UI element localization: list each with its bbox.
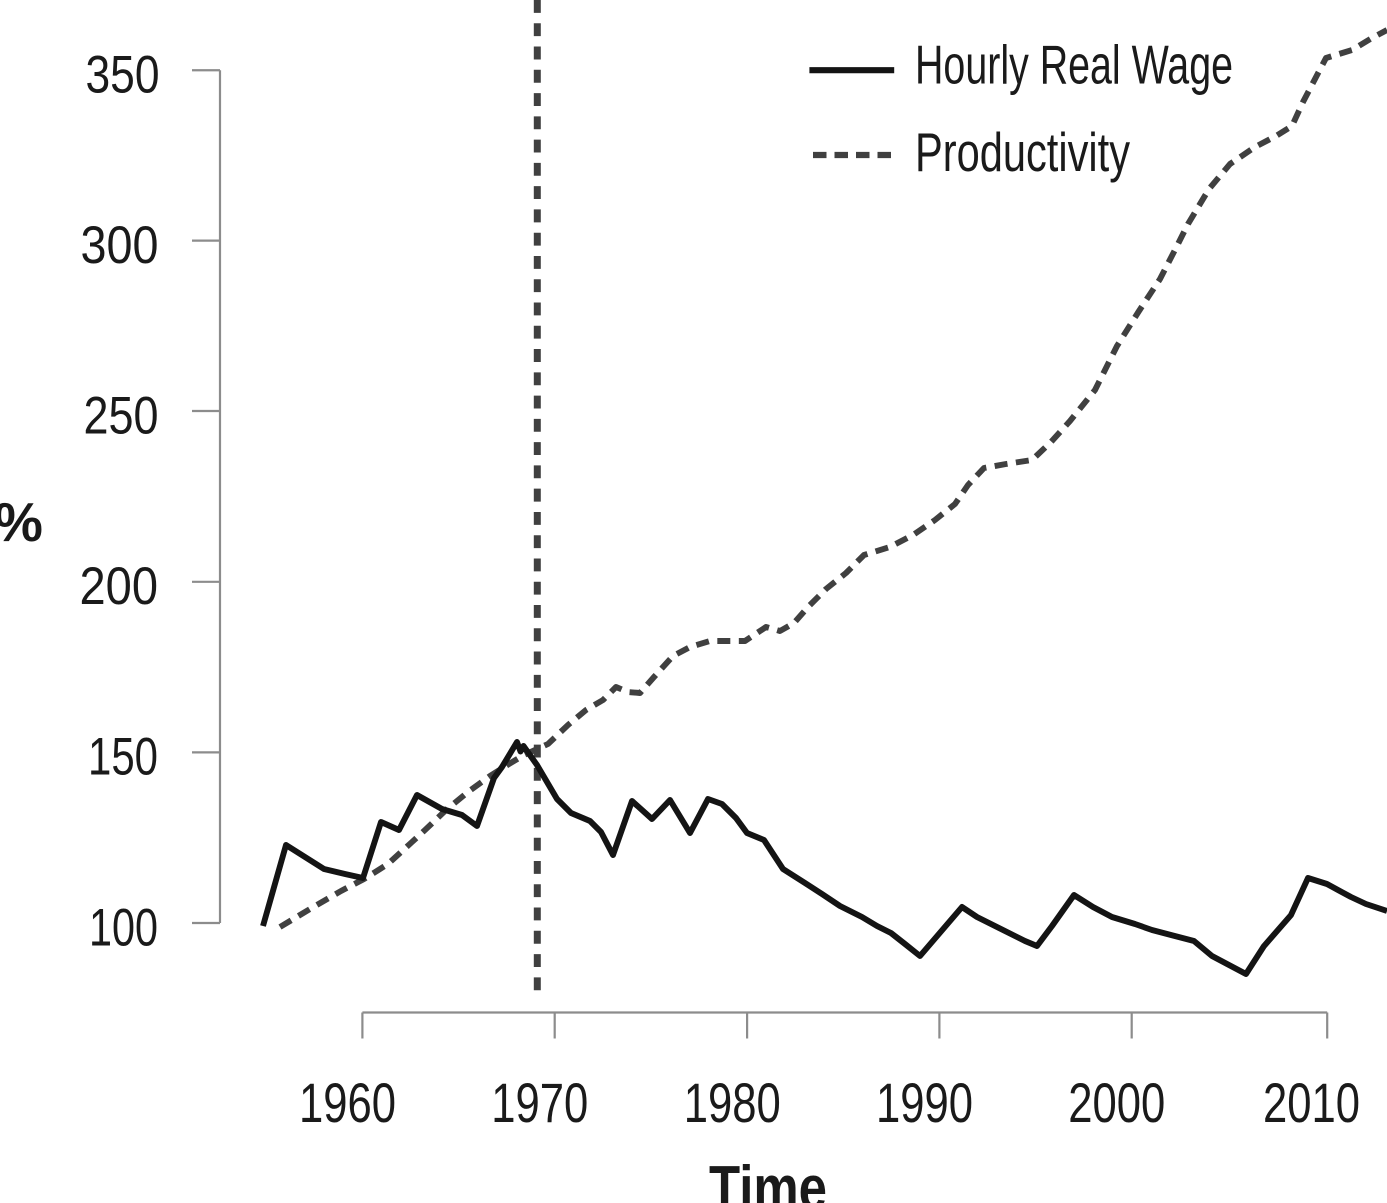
svg-text:Time: Time xyxy=(709,1154,827,1203)
svg-text:Hourly Real Wage: Hourly Real Wage xyxy=(915,34,1233,96)
svg-text:%: % xyxy=(0,491,43,553)
svg-text:1960: 1960 xyxy=(299,1071,396,1134)
svg-text:2000: 2000 xyxy=(1068,1071,1165,1134)
svg-text:100: 100 xyxy=(89,898,158,957)
svg-text:1970: 1970 xyxy=(491,1071,588,1134)
svg-text:1990: 1990 xyxy=(876,1071,973,1134)
svg-text:300: 300 xyxy=(81,216,159,275)
svg-text:150: 150 xyxy=(88,728,158,787)
svg-text:1980: 1980 xyxy=(684,1071,781,1134)
svg-text:350: 350 xyxy=(86,46,160,105)
svg-text:200: 200 xyxy=(80,557,159,616)
svg-text:250: 250 xyxy=(84,386,159,445)
svg-text:Productivity: Productivity xyxy=(915,121,1130,183)
svg-text:2010: 2010 xyxy=(1263,1071,1360,1134)
